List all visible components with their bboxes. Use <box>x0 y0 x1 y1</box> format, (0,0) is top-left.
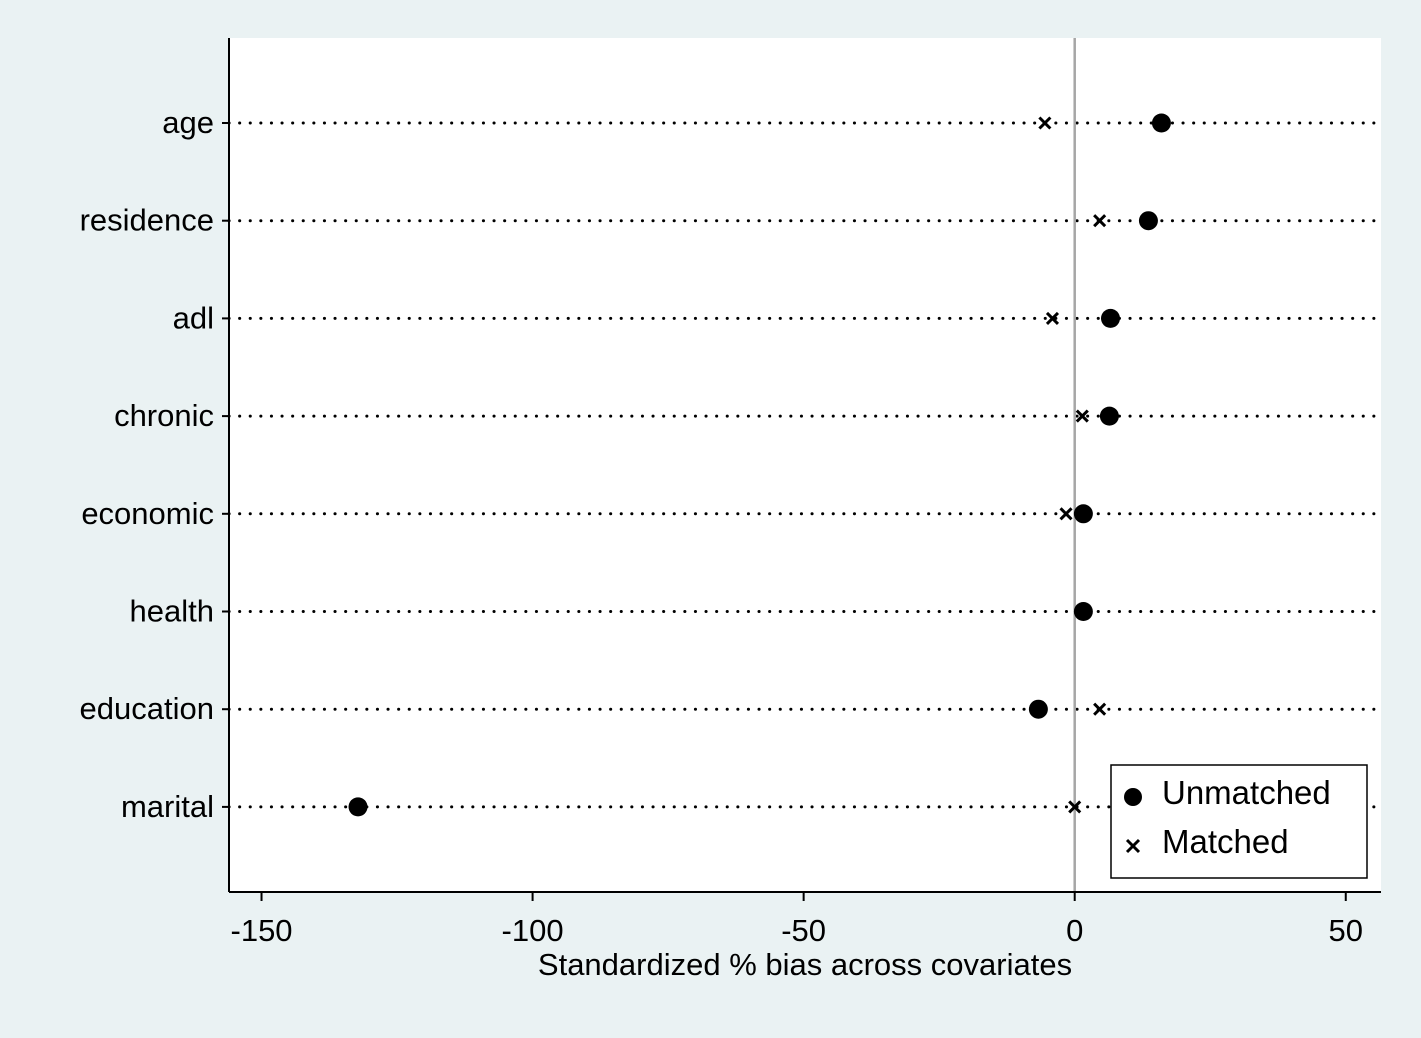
category-label-chronic: chronic <box>114 398 214 433</box>
point-unmatched-education <box>1028 699 1048 719</box>
legend-unmatched-label: Unmatched <box>1162 774 1331 811</box>
legend-matched-label: Matched <box>1162 823 1289 860</box>
legend: Unmatched Matched <box>1110 764 1368 879</box>
legend-matched-marker <box>1125 838 1141 854</box>
category-label-economic: economic <box>81 496 214 531</box>
point-matched-economic <box>1059 507 1073 521</box>
x-tick-label-1: -100 <box>502 913 564 948</box>
point-matched-residence <box>1093 214 1107 228</box>
point-unmatched-marital <box>348 797 368 817</box>
legend-box <box>1110 764 1368 879</box>
category-label-education: education <box>80 691 214 726</box>
point-matched-education <box>1093 702 1107 716</box>
plot-area <box>229 38 1381 892</box>
x-tick-label-4: 50 <box>1329 913 1363 948</box>
x-tick-label-3: 0 <box>1066 913 1083 948</box>
x-tick-label-0: -150 <box>231 913 293 948</box>
category-labels: age residence adl chronic economic health educ… <box>80 105 229 824</box>
data-marks <box>348 113 1171 817</box>
category-label-age: age <box>162 105 214 140</box>
x-axis-title: Standardized % bias across covariates <box>538 947 1072 982</box>
point-matched-adl <box>1045 311 1060 325</box>
category-label-adl: adl <box>173 300 214 335</box>
point-unmatched-residence <box>1138 211 1158 231</box>
x-axis-ticks: -150 -100 -50 0 50 <box>231 892 1363 948</box>
legend-unmatched-marker <box>1124 788 1142 806</box>
x-tick-label-2: -50 <box>781 913 826 948</box>
point-matched-health <box>1076 604 1090 619</box>
point-unmatched-adl <box>1100 308 1120 328</box>
grid-lines <box>227 121 1383 809</box>
category-label-marital: marital <box>121 789 214 824</box>
category-label-residence: residence <box>80 203 214 238</box>
point-matched-marital <box>1068 800 1082 814</box>
point-unmatched-economic <box>1073 504 1093 524</box>
point-unmatched-chronic <box>1099 406 1119 426</box>
point-matched-age <box>1038 116 1052 130</box>
point-matched-chronic <box>1075 409 1089 423</box>
category-label-health: health <box>130 594 214 629</box>
point-unmatched-age <box>1151 113 1171 133</box>
